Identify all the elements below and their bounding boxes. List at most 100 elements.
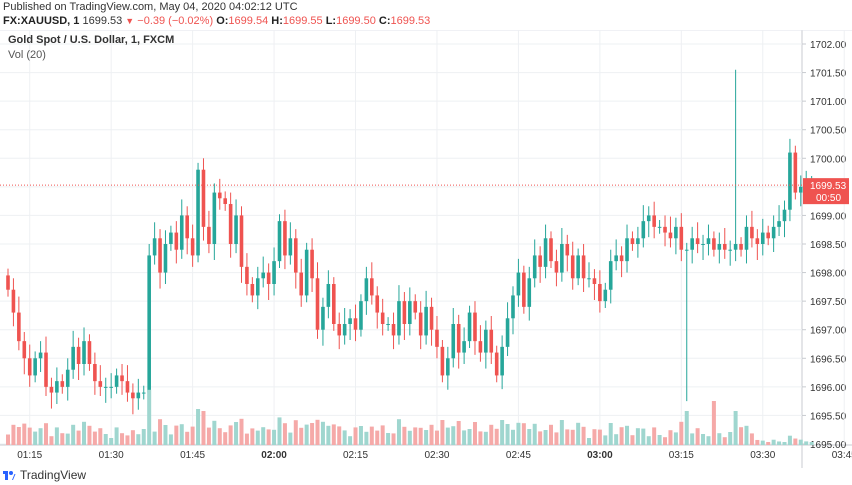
candle-body[interactable]	[456, 324, 461, 353]
candle-body[interactable]	[359, 301, 363, 330]
candle-body[interactable]	[608, 261, 613, 290]
candle-body[interactable]	[402, 301, 407, 324]
candle-body[interactable]	[370, 278, 374, 296]
candle-body[interactable]	[679, 226, 684, 250]
candle-body[interactable]	[299, 272, 304, 296]
brand-name[interactable]: TradingView	[20, 468, 87, 482]
candle-body[interactable]	[152, 238, 157, 256]
candle-body[interactable]	[391, 324, 396, 336]
candle-body[interactable]	[766, 232, 770, 239]
candle-body[interactable]	[364, 278, 369, 302]
candle-body[interactable]	[451, 324, 456, 359]
candle-body[interactable]	[690, 238, 694, 250]
candle-body[interactable]	[750, 226, 754, 239]
candle-body[interactable]	[543, 238, 548, 267]
candle-body[interactable]	[511, 295, 515, 319]
candle-body[interactable]	[652, 215, 656, 227]
candle-body[interactable]	[163, 244, 168, 273]
candle-body[interactable]	[592, 278, 597, 284]
candle-body[interactable]	[755, 238, 760, 244]
candle-body[interactable]	[103, 386, 108, 388]
candle-body[interactable]	[76, 346, 81, 364]
candle-body[interactable]	[467, 312, 472, 342]
candle-body[interactable]	[505, 318, 510, 347]
candle-body[interactable]	[27, 358, 32, 376]
candle-body[interactable]	[141, 392, 146, 394]
candle-body[interactable]	[782, 209, 787, 222]
candle-body[interactable]	[93, 364, 97, 382]
candle-body[interactable]	[462, 341, 466, 353]
candle-body[interactable]	[484, 329, 488, 353]
candle-body[interactable]	[429, 306, 434, 330]
candle-body[interactable]	[125, 381, 130, 393]
candle-body[interactable]	[65, 369, 70, 387]
candle-body[interactable]	[522, 272, 526, 307]
candle-body[interactable]	[418, 312, 423, 336]
candle-body[interactable]	[397, 301, 401, 336]
candle-body[interactable]	[147, 255, 151, 393]
candle-body[interactable]	[538, 255, 542, 267]
candle-body[interactable]	[777, 221, 781, 227]
candle-body[interactable]	[272, 261, 276, 284]
candle-body[interactable]	[315, 278, 320, 330]
candle-body[interactable]	[413, 301, 418, 313]
candle-body[interactable]	[277, 221, 282, 262]
candle-body[interactable]	[473, 312, 477, 342]
candle-body[interactable]	[207, 226, 211, 244]
candle-body[interactable]	[739, 244, 743, 250]
candle-body[interactable]	[326, 284, 331, 307]
candle-body[interactable]	[408, 301, 412, 324]
price-chart[interactable]: 1702.00 1701.50 1701.00 1700.50 1700.00 1699.…	[0, 30, 852, 468]
candle-body[interactable]	[353, 318, 358, 330]
candle-body[interactable]	[55, 381, 59, 393]
candle-body[interactable]	[212, 192, 217, 244]
candle-body[interactable]	[603, 289, 608, 302]
candle-body[interactable]	[663, 226, 667, 233]
candle-body[interactable]	[576, 255, 580, 279]
candle-body[interactable]	[630, 238, 635, 244]
candle-body[interactable]	[17, 312, 21, 342]
candle-body[interactable]	[321, 306, 325, 330]
candle-body[interactable]	[614, 255, 618, 262]
candle-body[interactable]	[190, 238, 195, 256]
candle-body[interactable]	[337, 324, 342, 336]
candle-body[interactable]	[87, 341, 92, 364]
candle-body[interactable]	[744, 226, 749, 250]
candle-body[interactable]	[98, 381, 103, 387]
candle-body[interactable]	[668, 232, 673, 239]
candle-body[interactable]	[44, 352, 48, 387]
candle-body[interactable]	[49, 386, 54, 393]
candle-body[interactable]	[554, 261, 559, 273]
candle-body[interactable]	[158, 238, 162, 273]
candle-body[interactable]	[250, 284, 255, 296]
candle-body[interactable]	[380, 312, 385, 324]
candle-body[interactable]	[424, 306, 428, 336]
candle-body[interactable]	[712, 238, 716, 250]
candle-body[interactable]	[234, 215, 238, 244]
candle-body[interactable]	[532, 255, 537, 279]
candle-body[interactable]	[38, 352, 43, 359]
candle-body[interactable]	[348, 318, 352, 324]
candle-body[interactable]	[293, 238, 298, 273]
candle-body[interactable]	[641, 221, 646, 239]
candle-body[interactable]	[701, 244, 705, 245]
candle-body[interactable]	[798, 186, 803, 193]
candle-body[interactable]	[179, 215, 184, 250]
candle-body[interactable]	[435, 329, 439, 347]
candle-body[interactable]	[332, 284, 336, 324]
candle-body[interactable]	[646, 215, 651, 222]
candle-body[interactable]	[386, 324, 390, 325]
candle-body[interactable]	[310, 249, 314, 279]
candle-body[interactable]	[239, 215, 244, 267]
candle-body[interactable]	[733, 244, 738, 250]
candle-body[interactable]	[684, 249, 689, 251]
candle-body[interactable]	[60, 381, 65, 387]
candle-body[interactable]	[446, 358, 450, 376]
candle-body[interactable]	[570, 255, 575, 279]
candle-body[interactable]	[174, 232, 179, 250]
candle-body[interactable]	[82, 341, 86, 364]
candle-body[interactable]	[131, 392, 135, 399]
candle-body[interactable]	[375, 295, 380, 313]
candle-body[interactable]	[196, 169, 200, 256]
candle-body[interactable]	[706, 238, 711, 244]
